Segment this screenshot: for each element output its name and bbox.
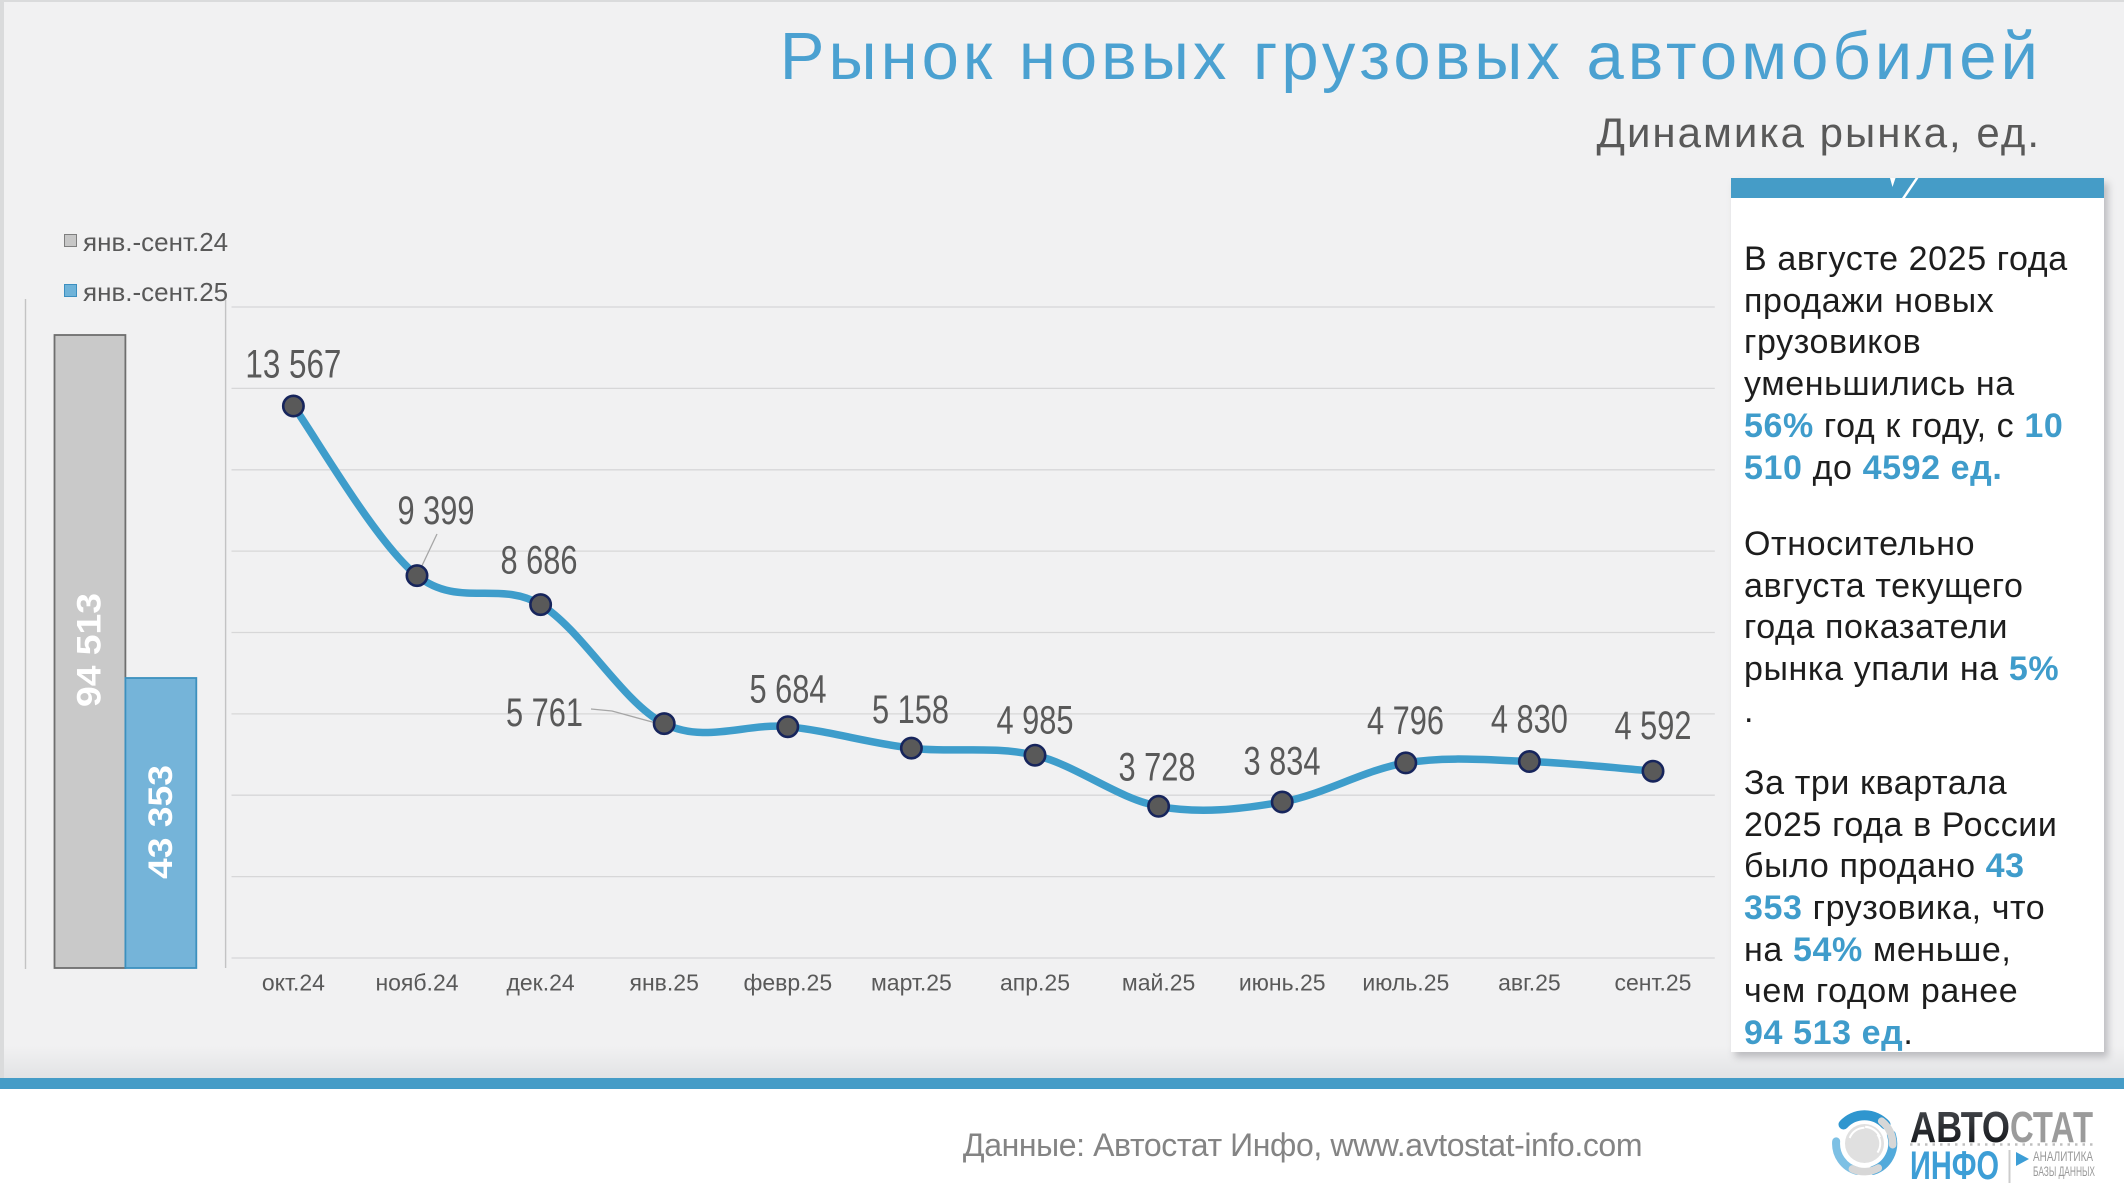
svg-text:9 399: 9 399 [398,489,475,533]
svg-text:окт.24: окт.24 [262,970,325,996]
svg-text:янв.25: янв.25 [630,970,699,996]
svg-text:13 567: 13 567 [245,342,341,386]
svg-text:АНАЛИТИКА: АНАЛИТИКА [2033,1149,2093,1164]
svg-text:4 592: 4 592 [1615,704,1692,748]
svg-text:март.25: март.25 [871,970,952,996]
svg-text:БАЗЫ ДАННЫХ: БАЗЫ ДАННЫХ [2033,1164,2095,1179]
svg-text:8 686: 8 686 [501,539,578,583]
svg-text:нояб.24: нояб.24 [375,970,458,996]
svg-text:апр.25: апр.25 [1000,970,1070,996]
svg-text:5 158: 5 158 [872,688,949,732]
svg-text:дек.24: дек.24 [506,970,574,996]
svg-text:4 796: 4 796 [1367,699,1444,743]
svg-text:4 985: 4 985 [997,699,1074,743]
svg-text:сент.25: сент.25 [1615,970,1692,996]
svg-text:4 830: 4 830 [1491,698,1568,742]
svg-text:февр.25: февр.25 [743,970,832,996]
svg-text:ИНФО: ИНФО [1910,1144,1999,1188]
svg-text:СТАТ: СТАТ [2010,1103,2093,1152]
svg-text:авг.25: авг.25 [1498,970,1561,996]
svg-text:43 353: 43 353 [142,765,180,879]
svg-text:3 834: 3 834 [1244,740,1321,784]
svg-text:5 761: 5 761 [506,691,583,735]
svg-text:июль.25: июль.25 [1362,970,1449,996]
svg-text:94 513: 94 513 [71,593,109,707]
svg-text:3 728: 3 728 [1119,746,1196,790]
svg-text:5 684: 5 684 [750,668,827,712]
svg-text:май.25: май.25 [1122,970,1195,996]
svg-text:июнь.25: июнь.25 [1239,970,1326,996]
